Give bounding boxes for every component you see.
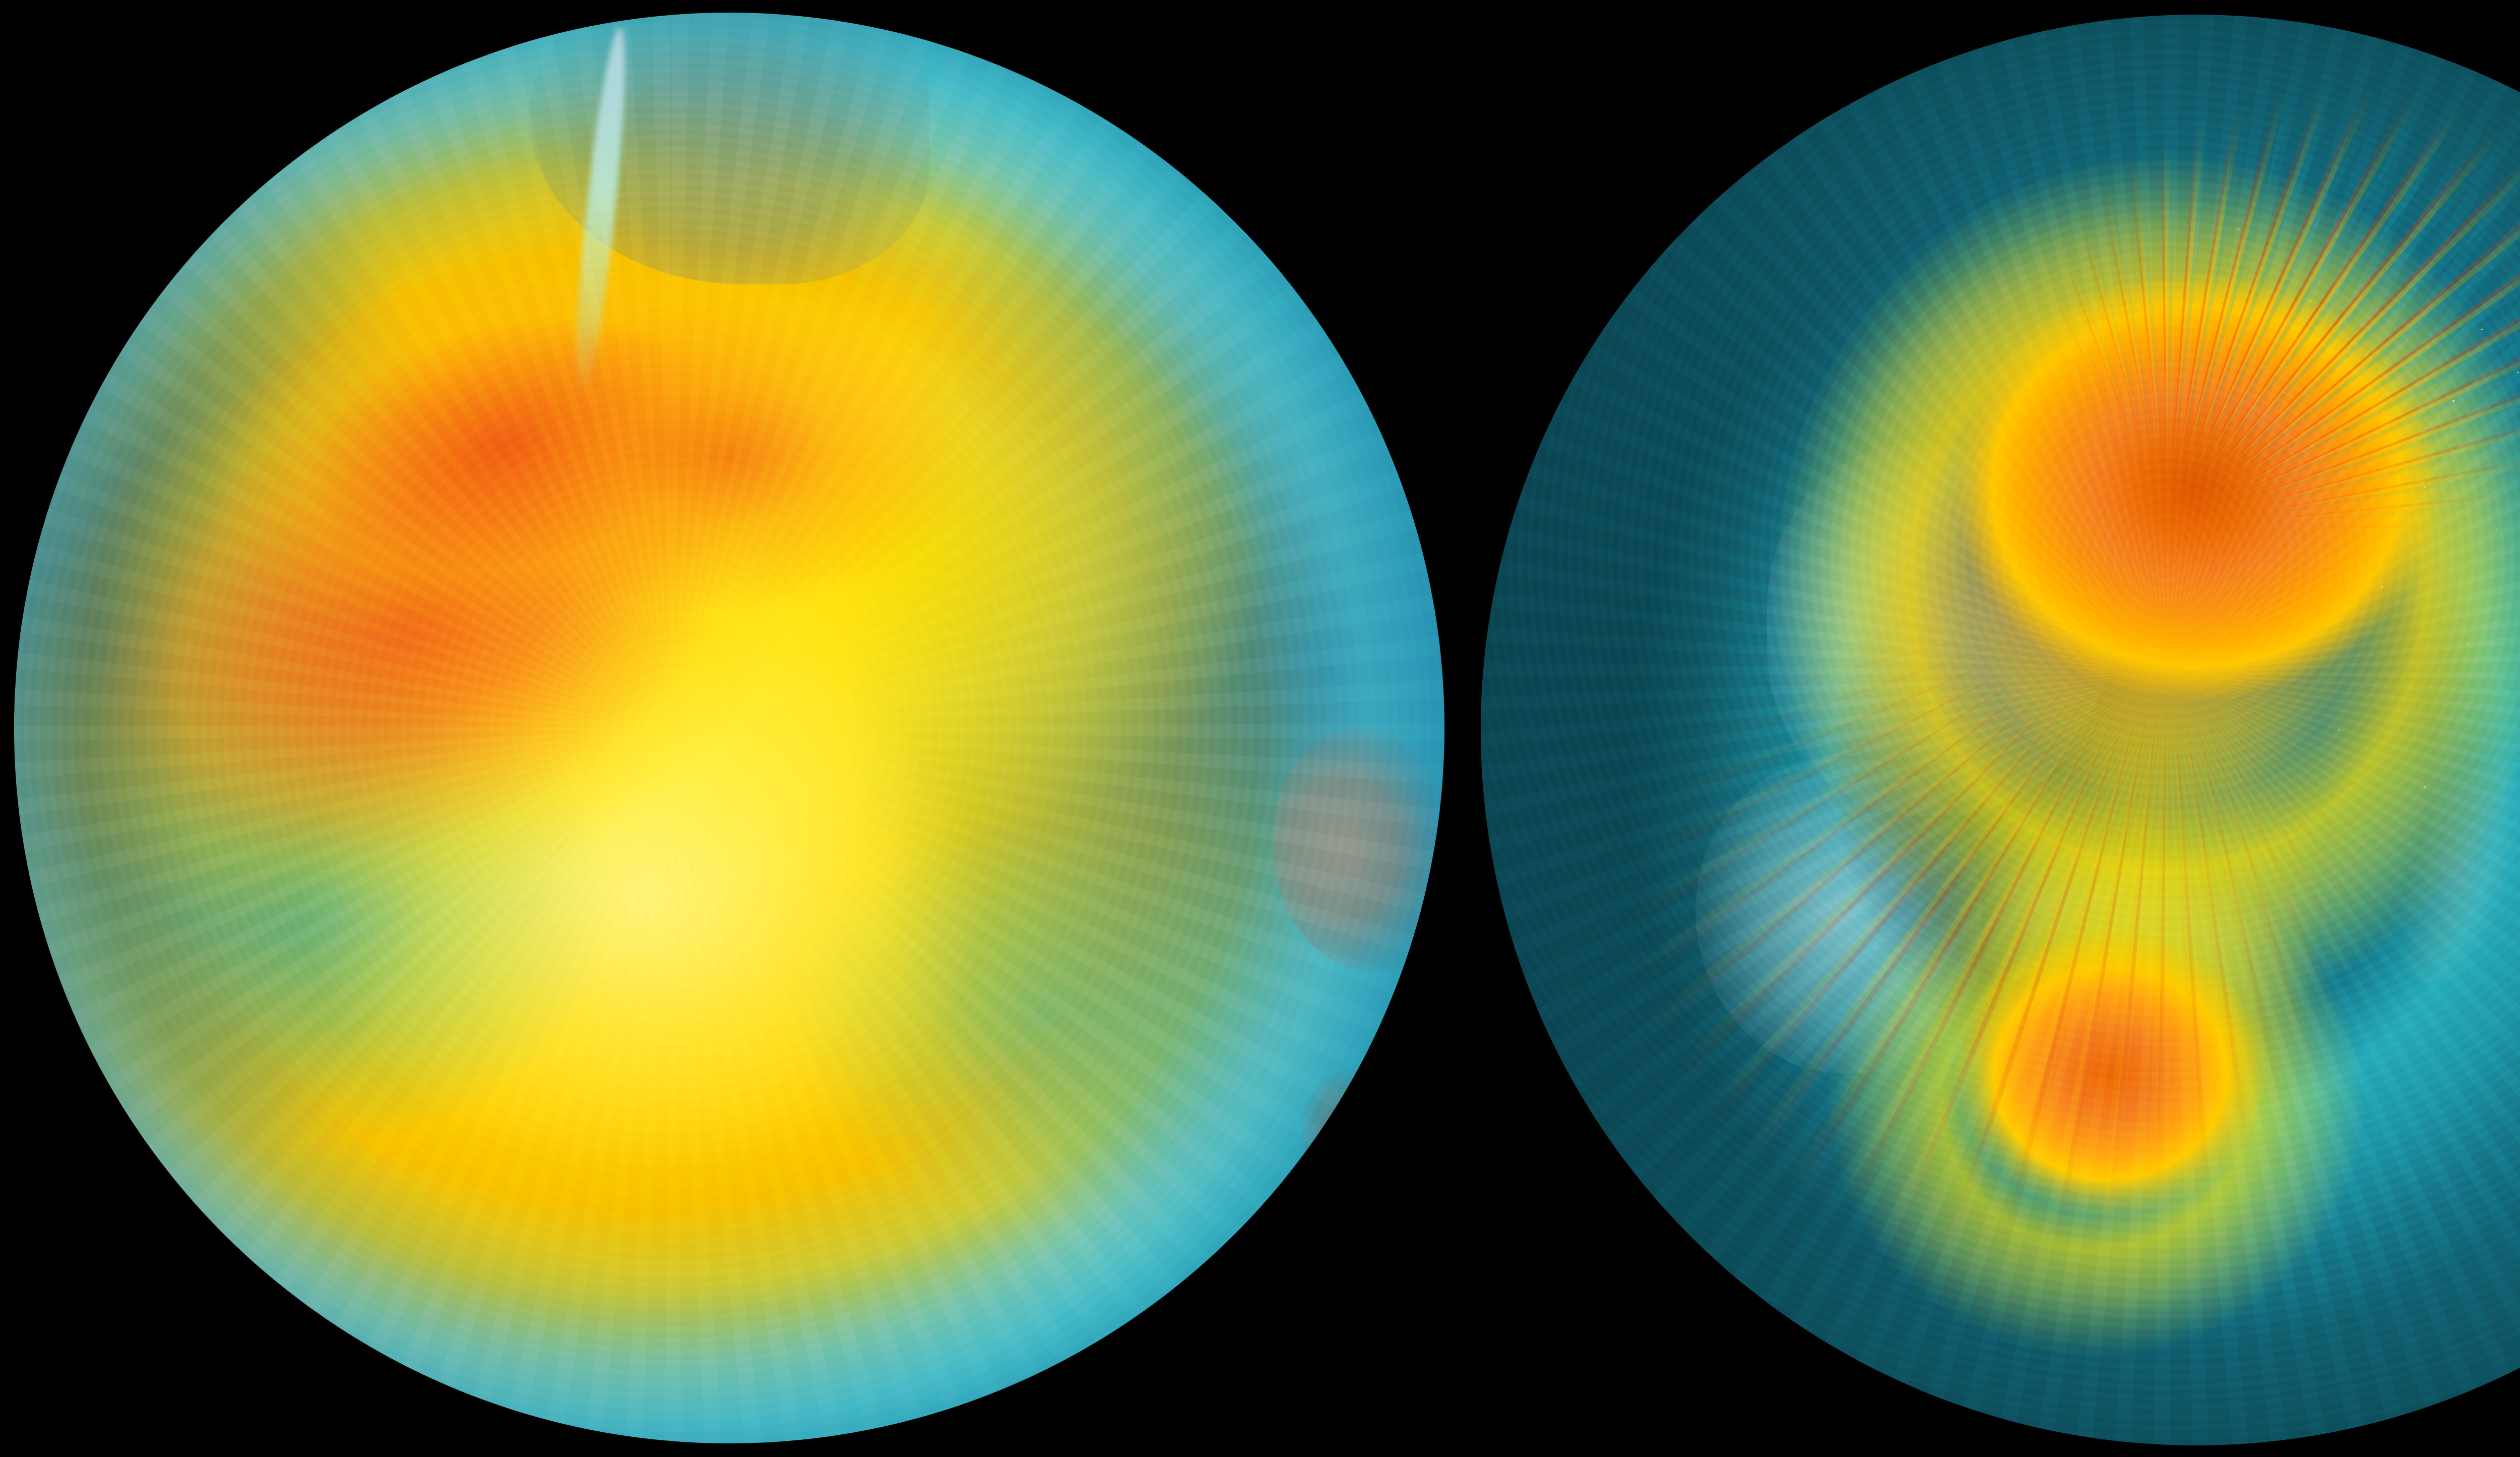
- limb-darkening-overlay: [14, 13, 1444, 1443]
- northern-hemisphere-globe[interactable]: [1481, 15, 2520, 1445]
- limb-darkening-overlay: [1481, 15, 2520, 1445]
- southern-hemisphere-globe[interactable]: [14, 13, 1444, 1443]
